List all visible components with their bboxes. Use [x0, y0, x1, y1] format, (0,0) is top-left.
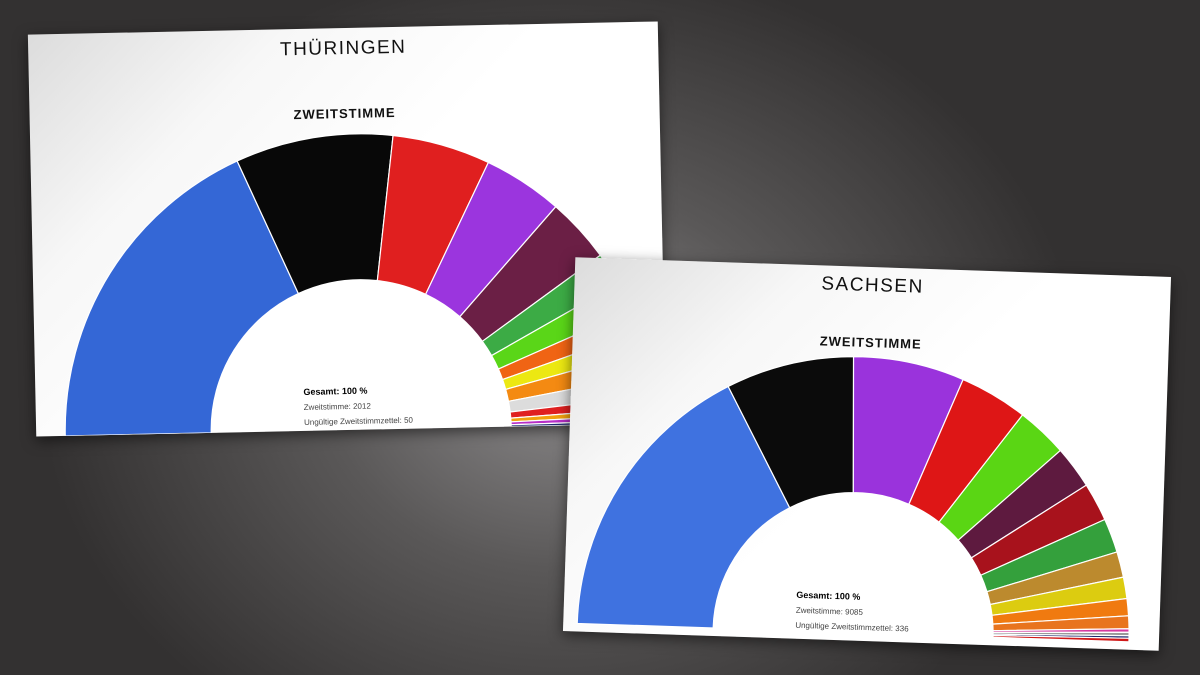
slice-0 — [64, 160, 300, 437]
slice-0 — [576, 385, 791, 629]
semicircle-chart — [576, 356, 1130, 643]
votes-label: Zweitstimme: 9085 — [795, 605, 864, 617]
semicircle-chart — [64, 133, 658, 437]
invalid-label: Ungültige Zweitstimmzettel: 50 — [303, 415, 414, 427]
chart-info: Gesamt: 100 % Zweitstimme: 2012 Ungültig… — [303, 383, 413, 430]
invalid-label: Ungültige Zweitstimmzettel: 336 — [795, 620, 909, 634]
slice-15 — [992, 634, 1130, 643]
total-label: Gesamt: 100 % — [796, 589, 861, 602]
chart-card-sachsen: SACHSEN ZWEITSTIMME Gesamt: 100 % Zweits… — [562, 257, 1172, 651]
total-label: Gesamt: 100 % — [303, 385, 368, 397]
chart-card-thueringen: THÜRINGEN ZWEITSTIMME Gesamt: 100 % Zwei… — [27, 21, 667, 437]
votes-label: Zweitstimme: 2012 — [303, 401, 371, 412]
chart-info: Gesamt: 100 % Zweitstimme: 9085 Ungültig… — [795, 588, 910, 637]
